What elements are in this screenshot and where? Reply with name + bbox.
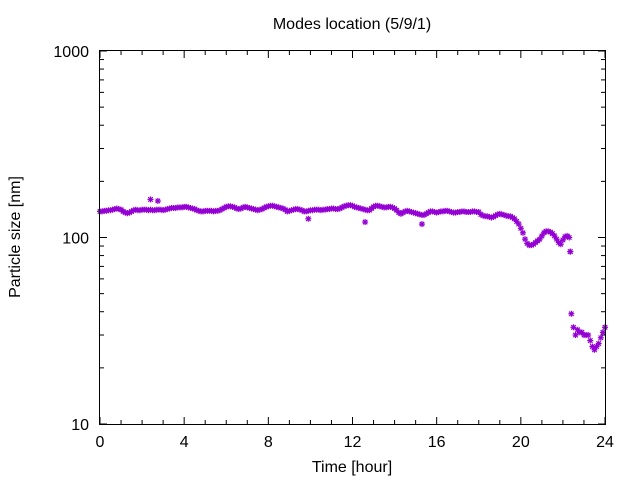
data-point [538, 232, 545, 239]
data-point [570, 324, 577, 331]
data-points [97, 196, 608, 353]
data-point [568, 310, 575, 317]
plot-frame [99, 50, 606, 425]
data-point [587, 337, 594, 344]
data-point [362, 219, 369, 226]
x-tick-label: 16 [428, 434, 446, 451]
x-axis-label: Time [hour] [312, 459, 392, 476]
data-point [519, 229, 526, 236]
data-point [585, 332, 592, 339]
data-point [154, 197, 161, 204]
x-tick-label: 12 [344, 434, 362, 451]
data-point [418, 221, 425, 228]
y-axis-ticks: 10 100 1000 [53, 44, 605, 434]
data-point [280, 205, 287, 212]
y-tick-label: 10 [71, 417, 89, 434]
y-tick-label: 1000 [53, 44, 89, 61]
data-point [566, 234, 573, 241]
data-point [572, 332, 579, 339]
data-point [595, 340, 602, 347]
data-point [567, 248, 574, 255]
data-point [423, 210, 430, 217]
chart-title: Modes location (5/9/1) [273, 16, 431, 33]
x-tick-label: 4 [180, 434, 189, 451]
x-tick-label: 0 [96, 434, 105, 451]
x-axis-ticks: 0 4 8 12 16 20 24 [96, 51, 614, 451]
data-point [147, 196, 154, 203]
data-point [536, 236, 543, 243]
data-point [551, 232, 558, 239]
data-point [597, 334, 604, 341]
data-point [517, 225, 524, 232]
y-axis-label: Particle size [nm] [7, 176, 24, 298]
data-point [305, 215, 312, 222]
y-tick-label: 100 [62, 231, 89, 248]
x-tick-label: 24 [596, 434, 614, 451]
x-tick-label: 20 [512, 434, 530, 451]
data-point [599, 329, 606, 336]
data-point [593, 343, 600, 350]
x-tick-label: 8 [264, 434, 273, 451]
data-point [591, 346, 598, 353]
